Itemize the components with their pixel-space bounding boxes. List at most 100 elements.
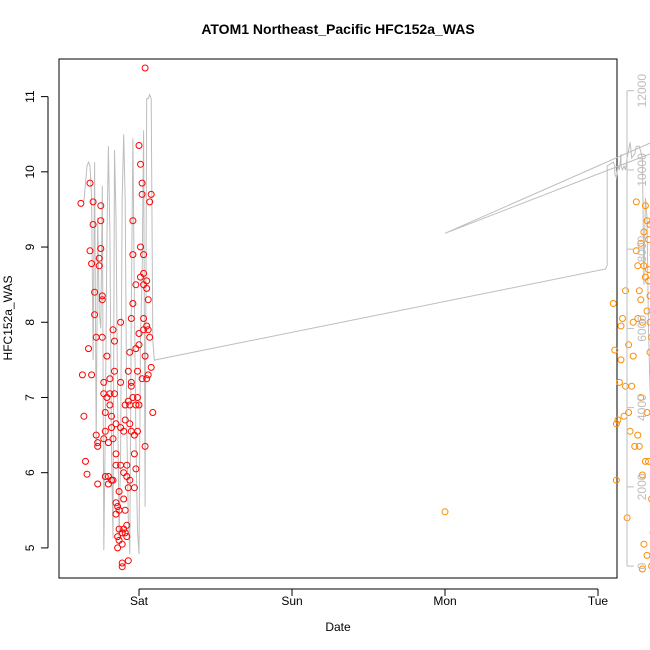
- data-point-group2: [643, 409, 650, 416]
- data-point-group1: [101, 427, 109, 435]
- data-point-group1: [143, 322, 151, 330]
- data-point-group1: [147, 190, 155, 198]
- data-point-group1: [94, 480, 102, 488]
- data-point-group1: [95, 262, 103, 270]
- data-point-group2: [619, 315, 626, 322]
- data-point-group2: [640, 262, 648, 270]
- data-point-group2: [641, 457, 649, 465]
- data-point-group1: [144, 326, 152, 334]
- data-point-group2: [648, 562, 650, 570]
- data-point-group2: [625, 341, 633, 349]
- y2-tick-label: 0: [635, 562, 649, 569]
- data-point-group2: [632, 198, 640, 206]
- data-point-group1: [135, 341, 143, 349]
- data-point-group1: [97, 245, 105, 252]
- data-point-group1: [126, 420, 134, 428]
- data-point-group1: [80, 412, 88, 420]
- data-point-group1: [143, 284, 151, 292]
- altitude-layer: [83, 93, 650, 555]
- data-point-group2: [646, 292, 650, 300]
- data-point-group1: [120, 495, 128, 503]
- data-point-group1: [106, 390, 114, 398]
- data-point-group1: [98, 333, 106, 341]
- data-point-group1: [127, 378, 135, 386]
- data-point-group2: [634, 431, 642, 439]
- data-point-group2: [617, 356, 625, 364]
- data-point-group1: [123, 521, 131, 529]
- data-point-group2: [441, 508, 449, 516]
- data-point-group1: [114, 503, 122, 510]
- data-point-group1: [98, 292, 106, 300]
- data-point-group1: [140, 315, 148, 322]
- data-point-group1: [149, 409, 157, 416]
- data-point-group1: [82, 457, 89, 465]
- data-point-group2: [631, 442, 639, 450]
- data-point-group2: [612, 420, 620, 428]
- data-point-group1: [114, 533, 122, 541]
- data-point-group1: [104, 439, 112, 447]
- data-point-group2: [640, 540, 648, 548]
- data-point-group1: [101, 409, 109, 416]
- data-point-group1: [126, 348, 134, 356]
- data-point-group1: [130, 450, 138, 458]
- data-point-group2: [635, 287, 643, 295]
- y2-tick-label: 4000: [635, 394, 649, 421]
- data-point-group2: [637, 394, 645, 401]
- x-axis-label: Date: [325, 620, 351, 634]
- x-tick-label: Mon: [433, 594, 456, 608]
- data-point-group1: [124, 397, 132, 405]
- data-point-group2: [645, 236, 650, 243]
- data-point-group2: [646, 318, 650, 326]
- data-point-group1: [86, 247, 94, 255]
- data-point-group1: [138, 375, 146, 383]
- data-point-group1: [144, 371, 152, 379]
- data-point-group2: [638, 471, 646, 479]
- data-point-group1: [140, 269, 148, 277]
- data-point-group1: [85, 345, 92, 353]
- data-point-group1: [112, 461, 120, 469]
- data-point-group1: [146, 333, 154, 341]
- y2-tick-label: 6000: [635, 315, 649, 342]
- data-point-group1: [124, 557, 132, 565]
- data-point-group1: [94, 439, 102, 447]
- data-point-group1: [118, 529, 126, 537]
- data-point-group1: [146, 198, 154, 206]
- data-point-group1: [126, 476, 134, 484]
- data-point-group1: [83, 470, 91, 478]
- data-point-group1: [100, 378, 108, 386]
- data-point-group1: [132, 465, 140, 473]
- data-point-group2: [609, 300, 617, 307]
- data-point-group1: [134, 394, 141, 401]
- data-point-group1: [141, 442, 149, 450]
- data-point-group1: [118, 540, 126, 548]
- data-point-group1: [101, 473, 109, 480]
- data-point-group2: [645, 277, 650, 285]
- data-point-group1: [129, 251, 137, 259]
- data-point-group1: [130, 484, 138, 492]
- data-point-group1: [115, 488, 123, 495]
- y-tick-label: 7: [23, 394, 37, 401]
- x-tick-label: Tue: [588, 594, 609, 608]
- data-point-group1: [134, 367, 141, 375]
- data-point-group2: [615, 378, 623, 386]
- data-point-group1: [134, 427, 141, 435]
- data-point-group2: [646, 348, 650, 356]
- data-point-group1: [103, 352, 111, 360]
- data-point-group2: [614, 416, 622, 424]
- data-point-group1: [108, 424, 115, 432]
- data-point-group1: [77, 199, 85, 207]
- data-point-group1: [112, 420, 120, 428]
- data-point-group1: [117, 378, 125, 386]
- data-point-group2: [638, 565, 646, 573]
- data-point-group2: [622, 287, 629, 295]
- data-point-group1: [143, 277, 151, 285]
- data-point-group1: [95, 254, 103, 262]
- data-point-group1: [127, 382, 135, 390]
- data-point-group1: [123, 461, 131, 469]
- y-tick-label: 5: [23, 544, 37, 551]
- data-point-group1: [97, 217, 105, 225]
- data-point-group1: [86, 179, 94, 187]
- data-point-group1: [112, 450, 120, 458]
- data-point-group2: [648, 334, 650, 341]
- data-point-group2: [643, 551, 650, 559]
